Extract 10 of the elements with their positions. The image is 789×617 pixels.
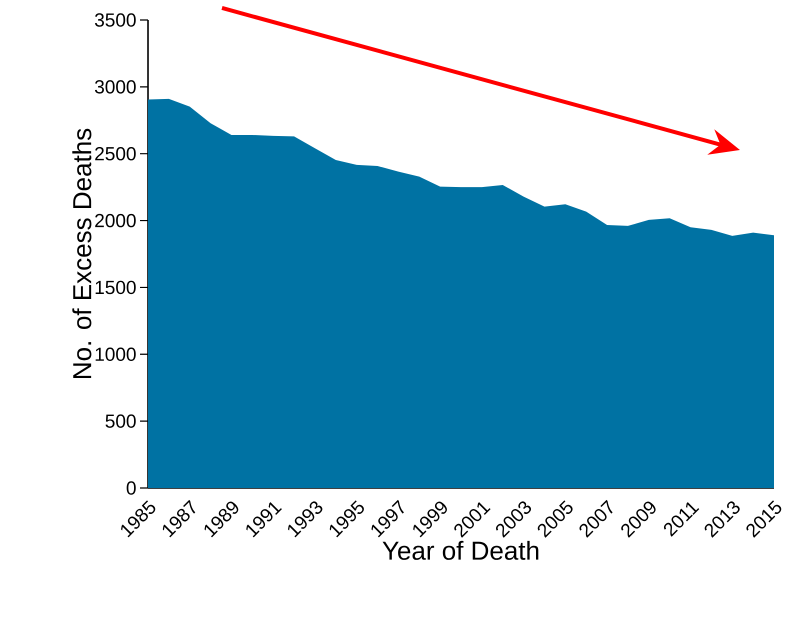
y-tick-label: 500: [106, 414, 136, 428]
y-tick-label: 1500: [96, 280, 136, 294]
y-tick-label: 1000: [96, 348, 136, 361]
x-axis-title: Year of Death: [382, 540, 538, 560]
y-tick-label: 3500: [94, 13, 136, 27]
y-tick-label: 0: [126, 481, 136, 495]
y-tick-label: 2000: [95, 214, 136, 228]
y-axis-title: No. of Excess Deaths: [72, 128, 92, 378]
y-tick-label: 2500: [95, 146, 136, 160]
y-tick-label: 3000: [94, 80, 136, 94]
